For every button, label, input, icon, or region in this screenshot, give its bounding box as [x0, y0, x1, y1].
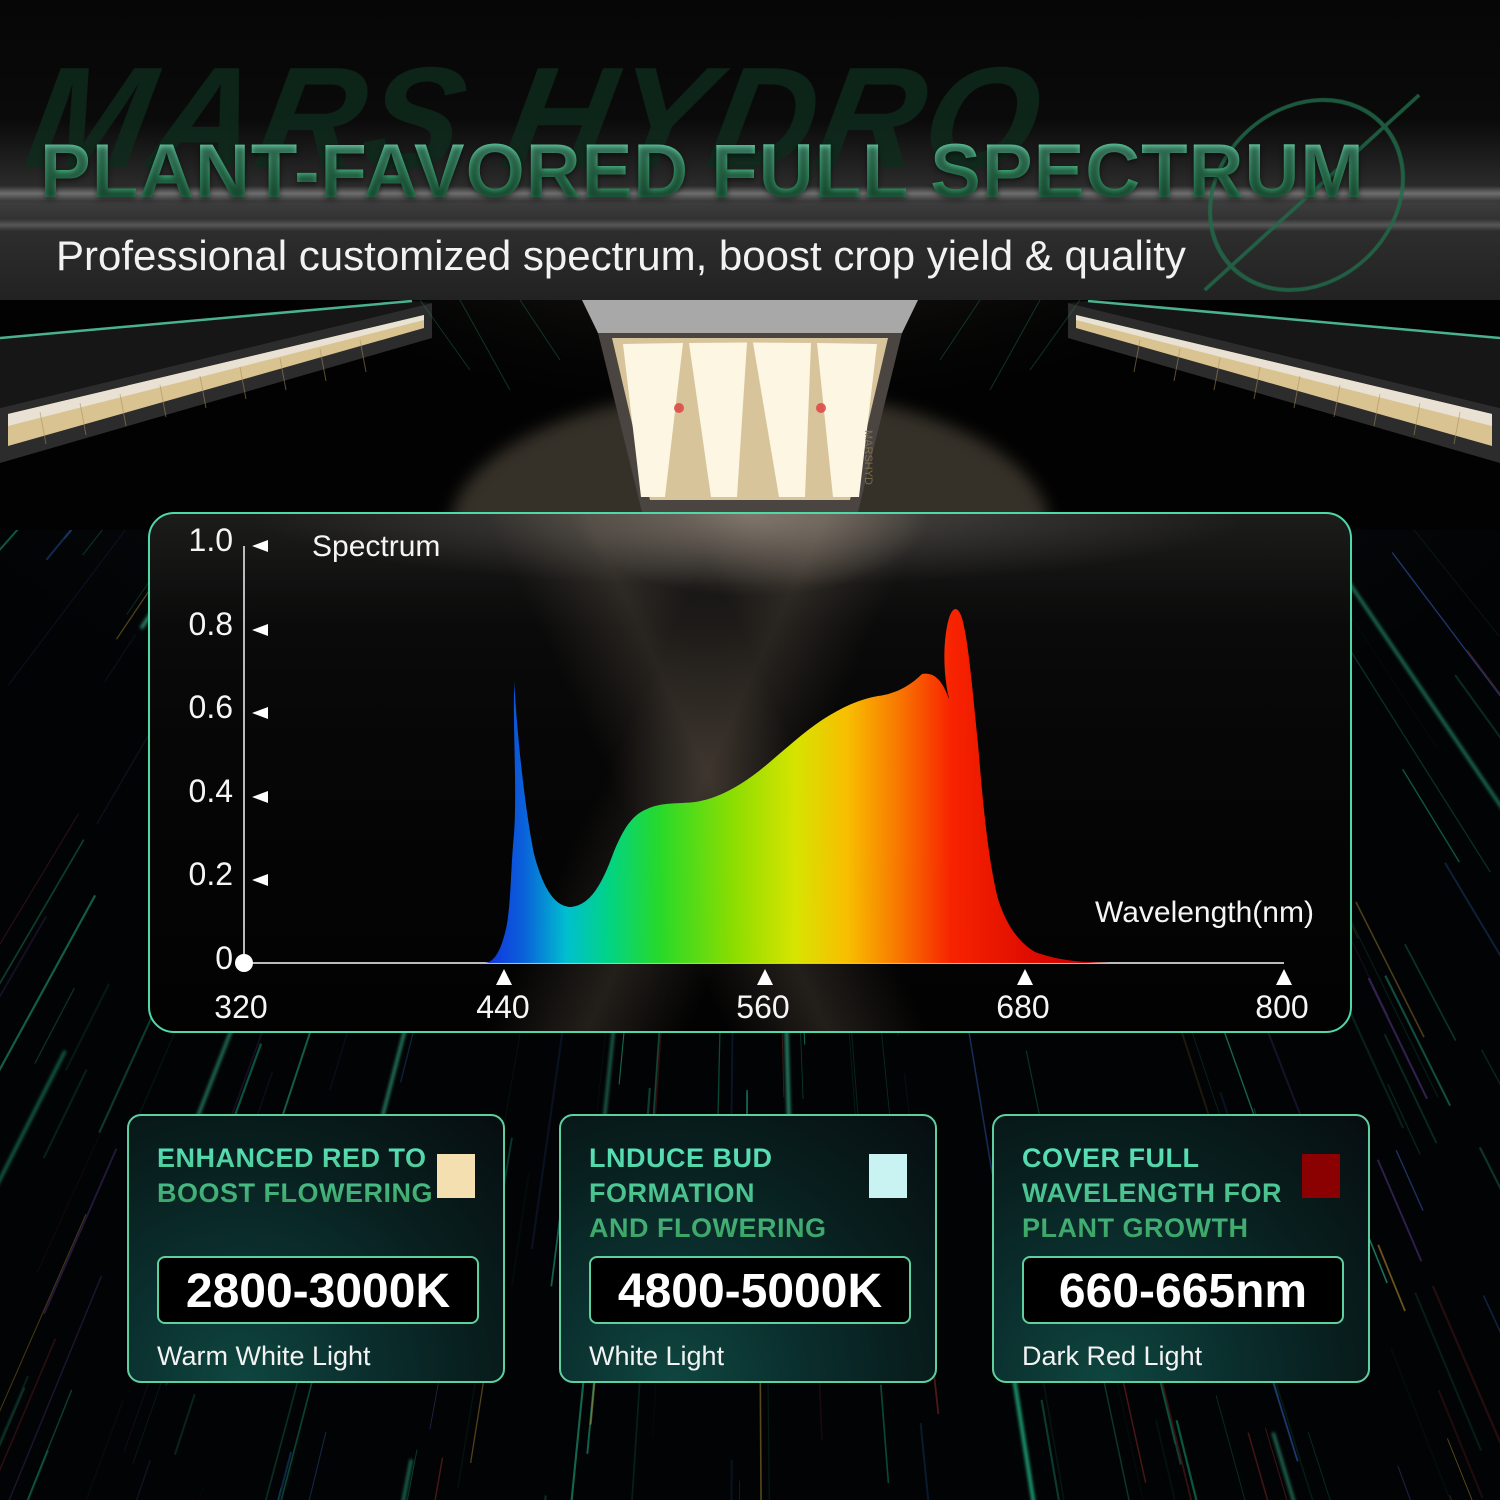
- svg-text:MARSHYD: MARSHYD: [862, 430, 874, 485]
